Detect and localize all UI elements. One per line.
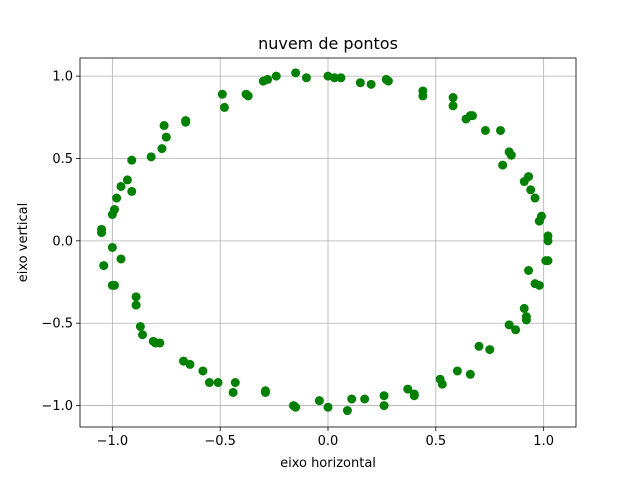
data-point xyxy=(498,160,508,170)
data-point xyxy=(524,172,534,182)
data-point xyxy=(131,292,141,302)
data-point xyxy=(480,125,490,135)
data-point xyxy=(116,181,126,191)
data-point xyxy=(301,73,311,83)
data-point xyxy=(536,211,546,221)
data-point xyxy=(519,303,529,313)
x-axis-label: eixo horizontal xyxy=(280,456,376,471)
data-point xyxy=(329,73,339,83)
x-tick-label: −1.0 xyxy=(97,434,129,449)
data-point xyxy=(161,132,171,142)
data-point xyxy=(271,71,281,81)
data-point xyxy=(135,322,145,332)
data-point xyxy=(112,193,122,203)
data-point xyxy=(485,345,495,355)
data-point xyxy=(258,76,268,86)
data-point xyxy=(127,155,137,165)
data-point xyxy=(217,89,227,99)
data-point xyxy=(131,300,141,310)
data-point xyxy=(110,205,120,215)
data-point xyxy=(355,78,365,88)
data-point xyxy=(448,93,458,103)
data-point xyxy=(437,379,447,389)
data-point xyxy=(534,280,544,290)
data-point xyxy=(314,396,324,406)
data-point xyxy=(403,384,413,394)
data-point xyxy=(506,150,516,160)
data-point xyxy=(347,394,357,404)
data-point xyxy=(107,280,117,290)
x-tick-label: −0.5 xyxy=(204,434,236,449)
data-point xyxy=(379,391,389,401)
data-point xyxy=(504,320,514,330)
data-point xyxy=(146,152,156,162)
x-tick-label: 1.0 xyxy=(533,434,554,449)
data-point xyxy=(107,242,117,252)
data-point xyxy=(336,73,346,83)
data-point xyxy=(181,116,191,126)
data-point xyxy=(530,193,540,203)
y-tick-label: −1.0 xyxy=(41,399,73,414)
y-tick-label: 0.0 xyxy=(52,234,73,249)
data-point xyxy=(159,121,169,131)
data-point xyxy=(148,336,158,346)
data-point xyxy=(366,79,376,89)
y-tick-label: −0.5 xyxy=(41,317,73,332)
data-point xyxy=(97,224,107,234)
data-point xyxy=(511,325,521,335)
data-point xyxy=(157,144,167,154)
data-point xyxy=(521,315,531,325)
data-point xyxy=(99,261,109,271)
data-point xyxy=(179,356,189,366)
data-point xyxy=(543,256,553,266)
data-point xyxy=(204,378,214,388)
y-tick-label: 0.5 xyxy=(52,152,73,167)
data-point xyxy=(230,378,240,388)
data-point xyxy=(467,111,477,121)
data-point xyxy=(524,266,534,276)
data-point xyxy=(543,236,553,246)
x-tick-label: 0.5 xyxy=(425,434,446,449)
data-point xyxy=(291,402,301,412)
data-point xyxy=(198,366,208,376)
data-point xyxy=(409,391,419,401)
data-point xyxy=(496,125,506,135)
data-point xyxy=(323,402,333,412)
data-point xyxy=(260,387,270,397)
data-point xyxy=(379,401,389,411)
data-point xyxy=(219,102,229,112)
data-point xyxy=(213,378,223,388)
data-point xyxy=(360,394,370,404)
data-point xyxy=(138,330,148,340)
data-point xyxy=(474,341,484,351)
data-point xyxy=(465,369,475,379)
data-point xyxy=(383,76,393,86)
data-point xyxy=(243,91,253,101)
y-axis-label: eixo vertical xyxy=(16,203,31,282)
data-point xyxy=(342,406,352,416)
y-tick-label: 1.0 xyxy=(52,70,73,85)
data-point xyxy=(228,387,238,397)
data-point xyxy=(127,186,137,196)
axis-ticks: −1.0 −0.5 0.0 0.5 1.0 −1.0 −0.5 0.0 0.5 1.0 xyxy=(41,70,554,449)
data-point xyxy=(452,366,462,376)
data-points xyxy=(97,68,553,416)
data-point xyxy=(122,175,132,185)
data-point xyxy=(116,254,126,264)
data-point xyxy=(418,91,428,101)
data-point xyxy=(526,185,536,195)
data-point xyxy=(291,68,301,78)
x-tick-label: 0.0 xyxy=(318,434,339,449)
data-point xyxy=(448,101,458,111)
chart-title: nuvem de pontos xyxy=(258,34,398,53)
